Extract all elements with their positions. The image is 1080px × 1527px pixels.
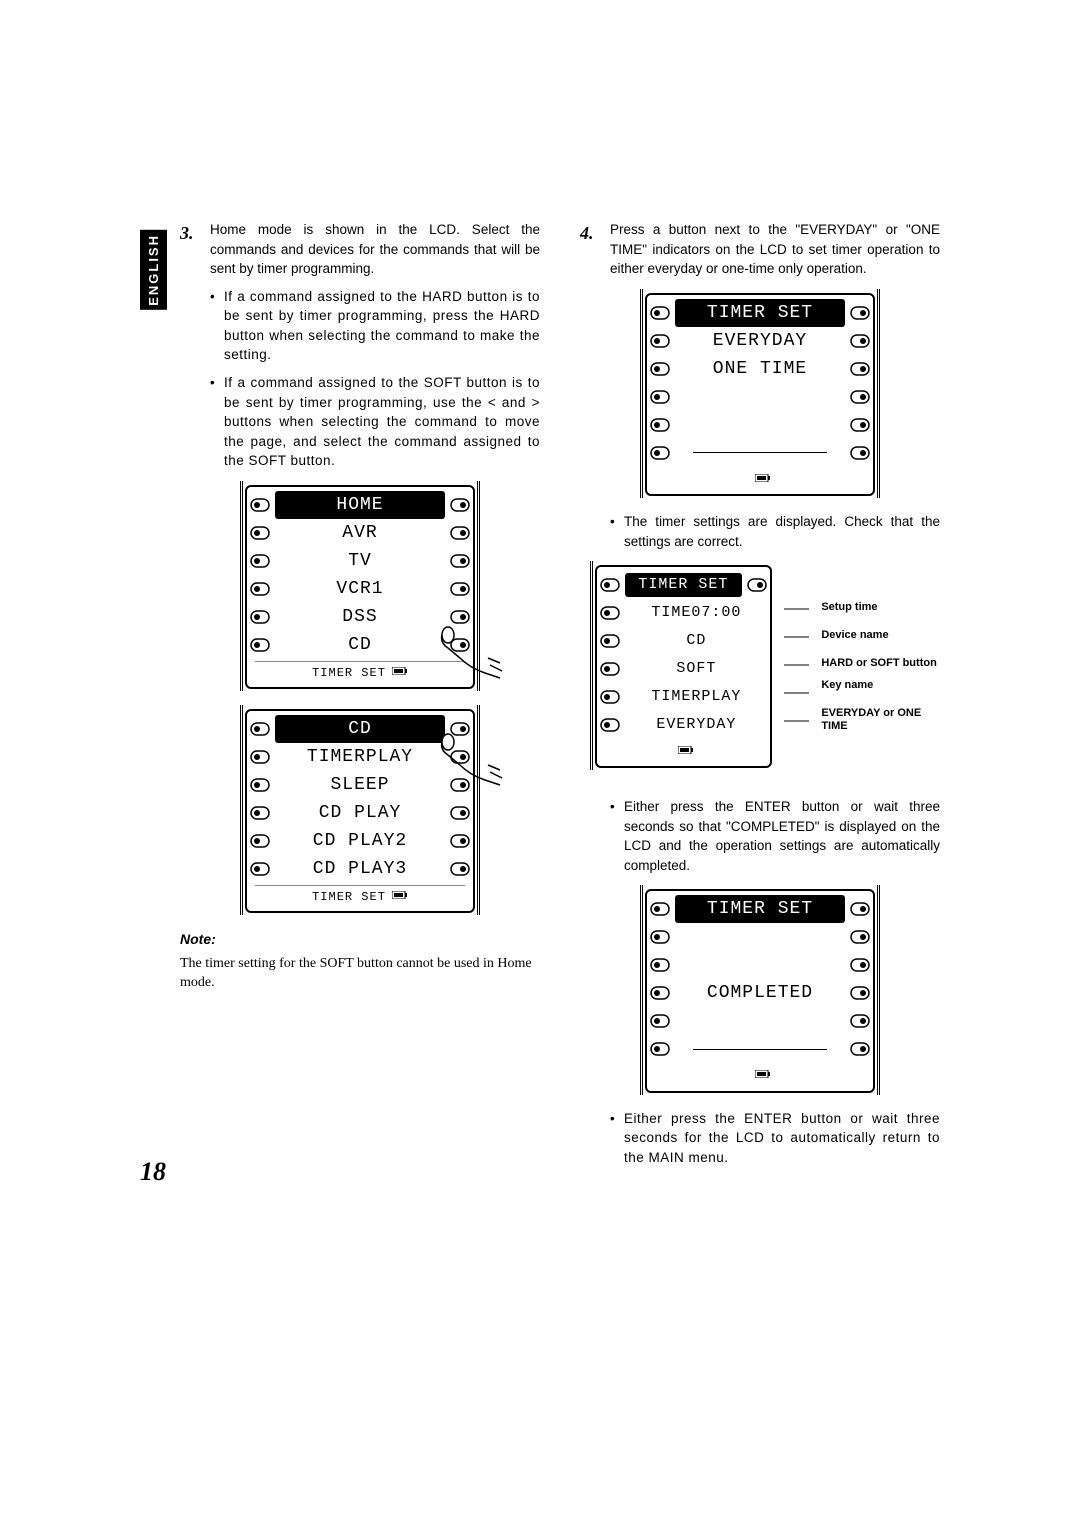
annotation-lines bbox=[784, 591, 812, 791]
lcd-side-button bbox=[447, 498, 473, 512]
lcd-timer-summary: TIMER SET TIME07:00 CD SOFT TIMERPLAY EV… bbox=[580, 561, 940, 791]
lcd-cd: CD TIMERPLAY SLEEP CD PLAY CD PLAY2 CD P… bbox=[240, 705, 480, 915]
step-text-4: Press a button next to the "EVERYDAY" or… bbox=[610, 220, 940, 279]
lcd-title: TIMER SET bbox=[675, 299, 845, 327]
page-content: 3. Home mode is shown in the LCD. Select… bbox=[140, 220, 940, 1177]
lcd-row-label: EVERYDAY bbox=[673, 328, 847, 354]
lcd-row-label: CD bbox=[623, 630, 770, 652]
step-number-4: 4. bbox=[580, 220, 600, 279]
lcd-row-label: TIMERPLAY bbox=[273, 744, 447, 770]
lcd-row-label: COMPLETED bbox=[673, 980, 847, 1006]
lcd-side-button bbox=[247, 498, 273, 512]
annotation-label: EVERYDAY or ONE TIME bbox=[821, 707, 940, 733]
note-label: Note: bbox=[180, 929, 540, 949]
bullet-text: The timer settings are displayed. Check … bbox=[624, 512, 940, 551]
bullet-text: Either press the ENTER button or wait th… bbox=[624, 1109, 940, 1168]
lcd-timer-mode: TIMER SET EVERYDAY ONE TIME bbox=[640, 289, 880, 498]
bullet-text: If a command assigned to the HARD button… bbox=[224, 287, 540, 365]
lcd-row-label: ONE TIME bbox=[673, 356, 847, 382]
lcd-row-label bbox=[693, 1049, 827, 1050]
lcd-row-label: TV bbox=[273, 548, 447, 574]
left-column: 3. Home mode is shown in the LCD. Select… bbox=[180, 220, 540, 1177]
lcd-row-label: TIMERPLAY bbox=[623, 686, 770, 708]
bullet-text: If a command assigned to the SOFT button… bbox=[224, 373, 540, 471]
lcd-row-label: CD PLAY bbox=[273, 800, 447, 826]
lcd-title: HOME bbox=[275, 491, 445, 519]
annotation-labels: Setup time Device name HARD or SOFT butt… bbox=[821, 601, 940, 748]
note-text: The timer setting for the SOFT button ca… bbox=[180, 954, 540, 993]
lcd-title: TIMER SET bbox=[675, 895, 845, 923]
lcd-home: HOME AVR TV VCR1 DSS CD TIMER SET bbox=[240, 481, 480, 691]
lcd-row-label: SLEEP bbox=[273, 772, 447, 798]
lcd-title: CD bbox=[275, 715, 445, 743]
lcd-footer-label: TIMER SET bbox=[312, 666, 386, 680]
right-column: 4. Press a button next to the "EVERYDAY"… bbox=[580, 220, 940, 1177]
step-text-3: Home mode is shown in the LCD. Select th… bbox=[210, 220, 540, 279]
battery-icon bbox=[392, 664, 408, 681]
lcd-row-label: EVERYDAY bbox=[623, 714, 770, 736]
lcd-footer-label: TIMER SET bbox=[312, 890, 386, 904]
lcd-row-label: TIME07:00 bbox=[623, 602, 770, 624]
lcd-title: TIMER SET bbox=[625, 573, 742, 597]
page-number: 18 bbox=[140, 1157, 166, 1187]
lcd-row-label: VCR1 bbox=[273, 576, 447, 602]
lcd-row-label: AVR bbox=[273, 520, 447, 546]
lcd-row-label bbox=[693, 452, 827, 453]
lcd-completed: TIMER SET COMPLETED bbox=[640, 885, 880, 1094]
lcd-row-label: CD PLAY3 bbox=[273, 856, 447, 882]
annotation-label: Key name bbox=[821, 679, 940, 692]
annotation-label: HARD or SOFT button bbox=[821, 657, 940, 670]
bullet-text: Either press the ENTER button or wait th… bbox=[624, 797, 940, 875]
annotation-label: Device name bbox=[821, 629, 940, 642]
annotation-label: Setup time bbox=[821, 601, 940, 614]
lcd-row-label: CD PLAY2 bbox=[273, 828, 447, 854]
bullet-dot: • bbox=[210, 287, 218, 365]
lcd-row-label: CD bbox=[273, 632, 447, 658]
bullet-dot: • bbox=[210, 373, 218, 471]
step-number-3: 3. bbox=[180, 220, 200, 279]
lcd-row-label: DSS bbox=[273, 604, 447, 630]
lcd-row-label: SOFT bbox=[623, 658, 770, 680]
